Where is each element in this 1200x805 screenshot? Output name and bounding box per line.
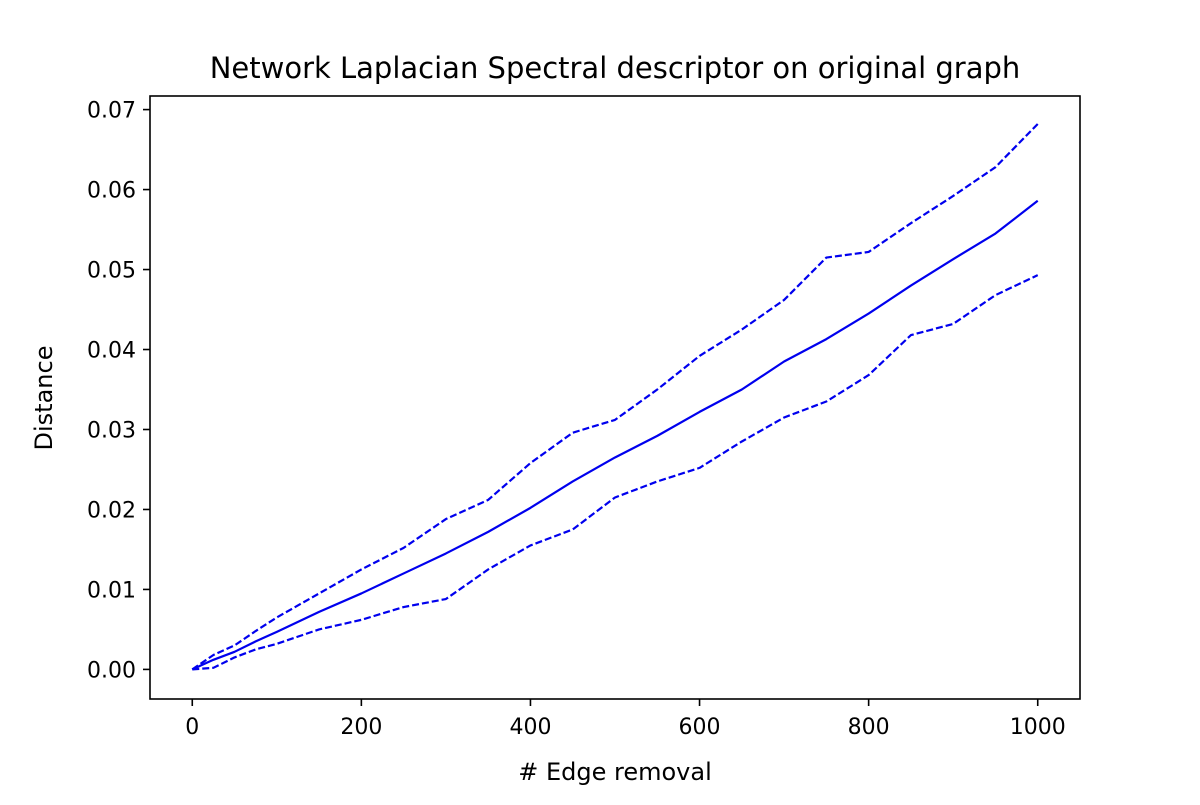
y-tick-label: 0.05 — [87, 259, 136, 284]
x-tick-label: 1000 — [1010, 715, 1066, 740]
x-axis-label: # Edge removal — [518, 758, 712, 786]
y-tick-label: 0.04 — [87, 339, 136, 364]
x-tick-label: 600 — [679, 715, 721, 740]
plot-area-frame — [149, 95, 1081, 700]
x-tick-label: 400 — [509, 715, 551, 740]
y-tick-label: 0.00 — [87, 658, 136, 683]
y-tick-label: 0.01 — [87, 578, 136, 603]
x-tick-label: 0 — [185, 715, 199, 740]
y-tick-label: 0.02 — [87, 498, 136, 523]
chart-title: Network Laplacian Spectral descriptor on… — [210, 51, 1021, 85]
y-tick-label: 0.07 — [87, 99, 136, 124]
x-tick-label: 200 — [340, 715, 382, 740]
y-axis-label: Distance — [30, 346, 58, 451]
y-tick-label: 0.03 — [87, 418, 136, 443]
mean-line — [191, 199, 1039, 671]
y-axis: 0.00 0.01 0.02 0.03 0.04 0.05 0.06 0.07 — [87, 99, 150, 683]
x-tick-label: 800 — [848, 715, 890, 740]
y-tick-label: 0.06 — [87, 179, 136, 204]
upper-bound-line — [191, 123, 1039, 671]
series-layer — [191, 123, 1039, 671]
lower-bound-line — [192, 274, 1039, 671]
x-axis: 0 200 400 600 800 1000 — [185, 699, 1066, 740]
